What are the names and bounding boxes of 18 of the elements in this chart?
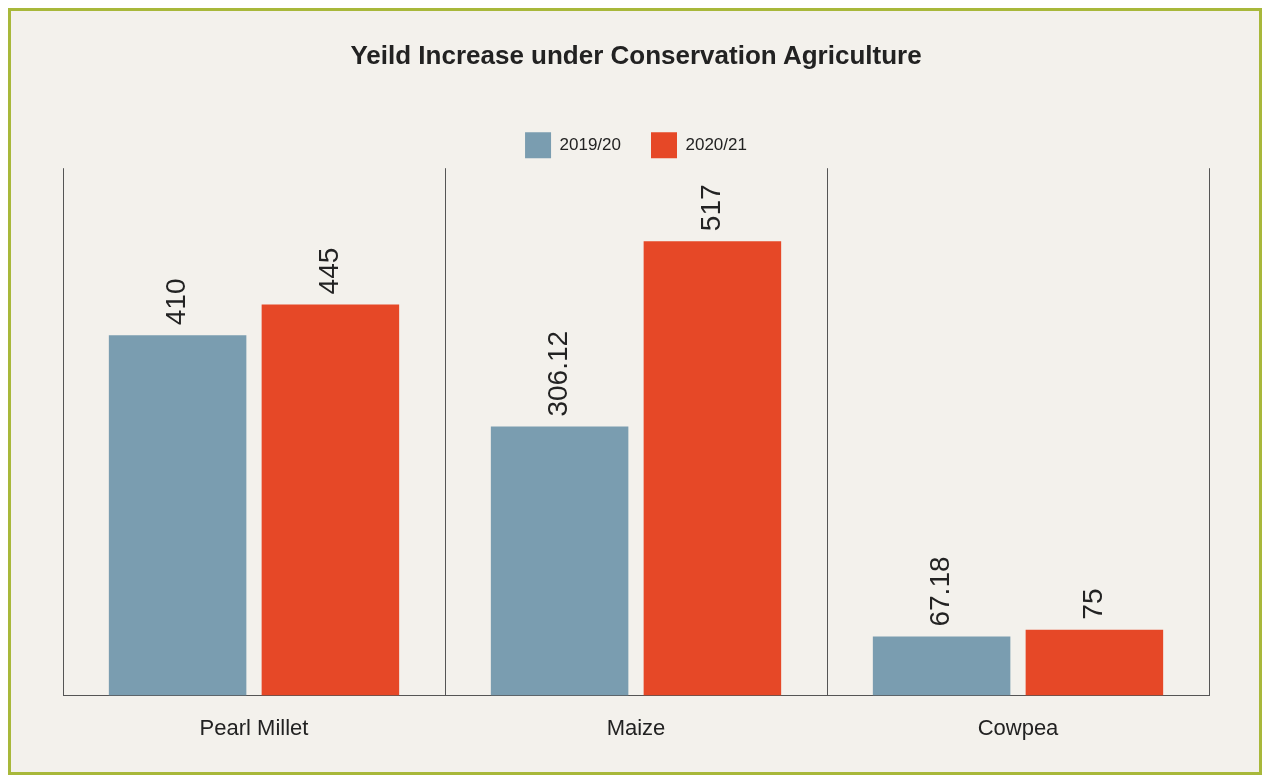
bar (108, 335, 247, 696)
data-label: 306.12 (542, 330, 574, 417)
bar (872, 636, 1011, 696)
data-label: 410 (160, 278, 192, 326)
bar (1025, 629, 1164, 696)
bar (643, 241, 782, 696)
bar (490, 426, 629, 696)
data-label: 75 (1077, 588, 1109, 620)
x-tick-label: Pearl Millet (199, 714, 309, 740)
x-tick-label: Cowpea (977, 714, 1060, 740)
data-label: 67.18 (924, 556, 956, 627)
data-label: 517 (695, 184, 727, 232)
x-tick-label: Maize (606, 714, 666, 740)
legend-label: 2020/21 (685, 134, 747, 154)
chart-title: Yeild Increase under Conservation Agriculture (350, 39, 922, 70)
data-label: 445 (313, 247, 345, 295)
legend-label: 2019/20 (559, 134, 621, 154)
bar (261, 304, 400, 696)
